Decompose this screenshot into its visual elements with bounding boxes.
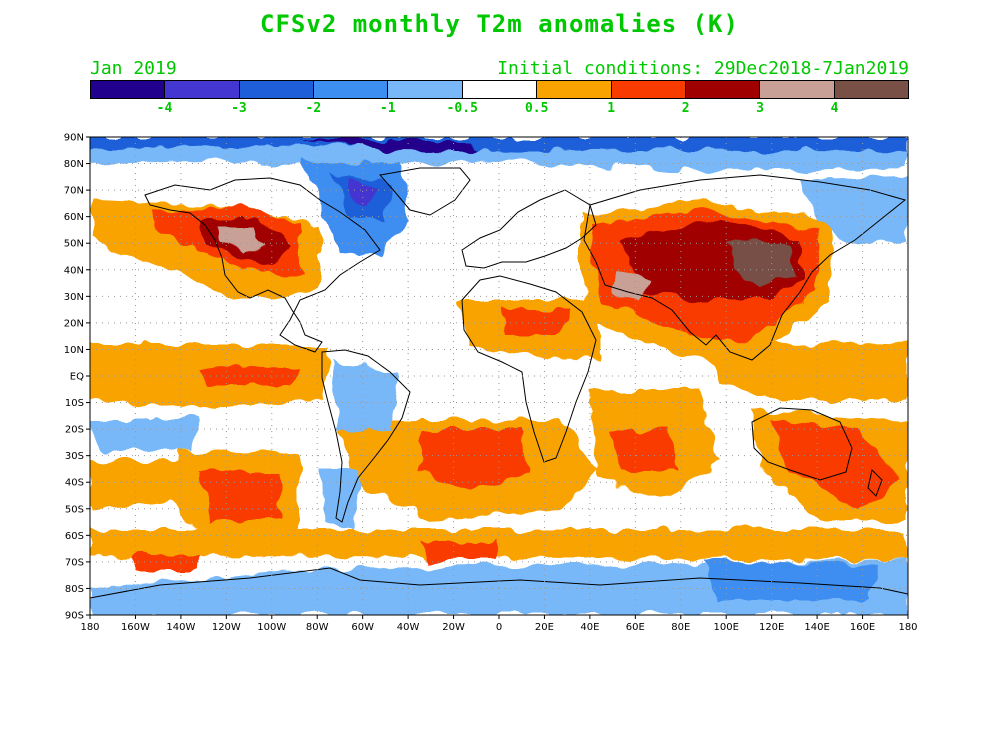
colorbar-swatch bbox=[91, 81, 166, 98]
lat-label: 30N bbox=[64, 292, 84, 303]
lat-label: 40S bbox=[65, 478, 84, 489]
colorbar-swatch bbox=[760, 81, 835, 98]
lon-label: 160E bbox=[850, 622, 875, 633]
lat-label: 50S bbox=[65, 504, 84, 515]
colorbar-swatch bbox=[239, 81, 315, 98]
lon-label: 40E bbox=[580, 622, 599, 633]
lat-label: 30S bbox=[65, 451, 84, 462]
month-label: Jan 2019 bbox=[90, 58, 177, 79]
colorbar-tick-label: -2 bbox=[305, 101, 322, 116]
lat-label: EQ bbox=[70, 372, 84, 383]
lat-label: 10S bbox=[65, 398, 84, 409]
colorbar-tick-label: 2 bbox=[681, 101, 690, 116]
lon-label: 140E bbox=[804, 622, 829, 633]
lon-label: 60E bbox=[626, 622, 645, 633]
lon-label: 160W bbox=[121, 622, 150, 633]
colorbar-swatch bbox=[611, 81, 686, 98]
colorbar-labels: -4 -3 -2 -1 -0.5 0.5 1 2 3 4 bbox=[90, 101, 909, 117]
colorbar-tick-label: -1 bbox=[379, 101, 396, 116]
lat-label: 20S bbox=[65, 425, 84, 436]
colorbar-swatch bbox=[388, 81, 463, 98]
colorbar-tick-label: 1 bbox=[607, 101, 616, 116]
lat-label: 50N bbox=[64, 239, 84, 250]
lon-label: 140W bbox=[166, 622, 195, 633]
lon-label: 100W bbox=[257, 622, 286, 633]
lon-label: 20W bbox=[442, 622, 465, 633]
lat-label: 90N bbox=[64, 133, 84, 144]
lon-label: 20E bbox=[535, 622, 554, 633]
colorbar-tick-label: 3 bbox=[756, 101, 764, 116]
lat-label: 10N bbox=[64, 345, 84, 356]
lon-label: 120W bbox=[212, 622, 241, 633]
map-frame bbox=[89, 136, 909, 616]
lon-label: 40W bbox=[397, 622, 420, 633]
colorbar-swatch bbox=[314, 81, 389, 98]
chart-title: CFSv2 monthly T2m anomalies (K) bbox=[260, 10, 739, 38]
colorbar-tick-label: -3 bbox=[231, 101, 247, 116]
coastlines bbox=[90, 167, 908, 599]
initial-conditions-label: Initial conditions: 29Dec2018-7Jan2019 bbox=[497, 58, 909, 79]
lat-label: 60N bbox=[64, 212, 84, 223]
colorbar bbox=[90, 80, 909, 99]
colorbar-tick-label: -4 bbox=[156, 101, 173, 116]
lat-label: 70N bbox=[64, 186, 84, 197]
colorbar-swatch bbox=[834, 81, 908, 98]
lon-label: 100E bbox=[714, 622, 739, 633]
colorbar-tick-label: -0.5 bbox=[446, 101, 478, 116]
lon-label: 0 bbox=[496, 622, 502, 633]
lat-label: 20N bbox=[64, 318, 84, 329]
lat-label: 80N bbox=[64, 159, 84, 170]
lon-label: 80W bbox=[306, 622, 329, 633]
colorbar-swatch bbox=[685, 81, 761, 98]
colorbar-swatch bbox=[462, 81, 538, 98]
colorbar-swatch bbox=[165, 81, 240, 98]
lat-label: 60S bbox=[65, 531, 84, 542]
lat-label: 70S bbox=[65, 557, 84, 568]
lon-label: 180 bbox=[80, 622, 99, 633]
colorbar-tick-label: 4 bbox=[830, 101, 839, 116]
lat-label: 80S bbox=[65, 584, 84, 595]
colorbar-swatch bbox=[537, 81, 612, 98]
lon-label: 180 bbox=[898, 622, 917, 633]
lon-label: 120E bbox=[759, 622, 784, 633]
lat-label: 40N bbox=[64, 265, 84, 276]
lon-label: 80E bbox=[671, 622, 690, 633]
lat-label: 90S bbox=[65, 611, 84, 622]
lon-label: 60W bbox=[351, 622, 374, 633]
gridlines bbox=[90, 137, 908, 615]
axis-ticks: 90N 80N 70N 60N 50N 40N 30N 20N 10N EQ 10S 20S 30S 40… bbox=[64, 133, 918, 634]
colorbar-tick-label: 0.5 bbox=[524, 101, 549, 116]
